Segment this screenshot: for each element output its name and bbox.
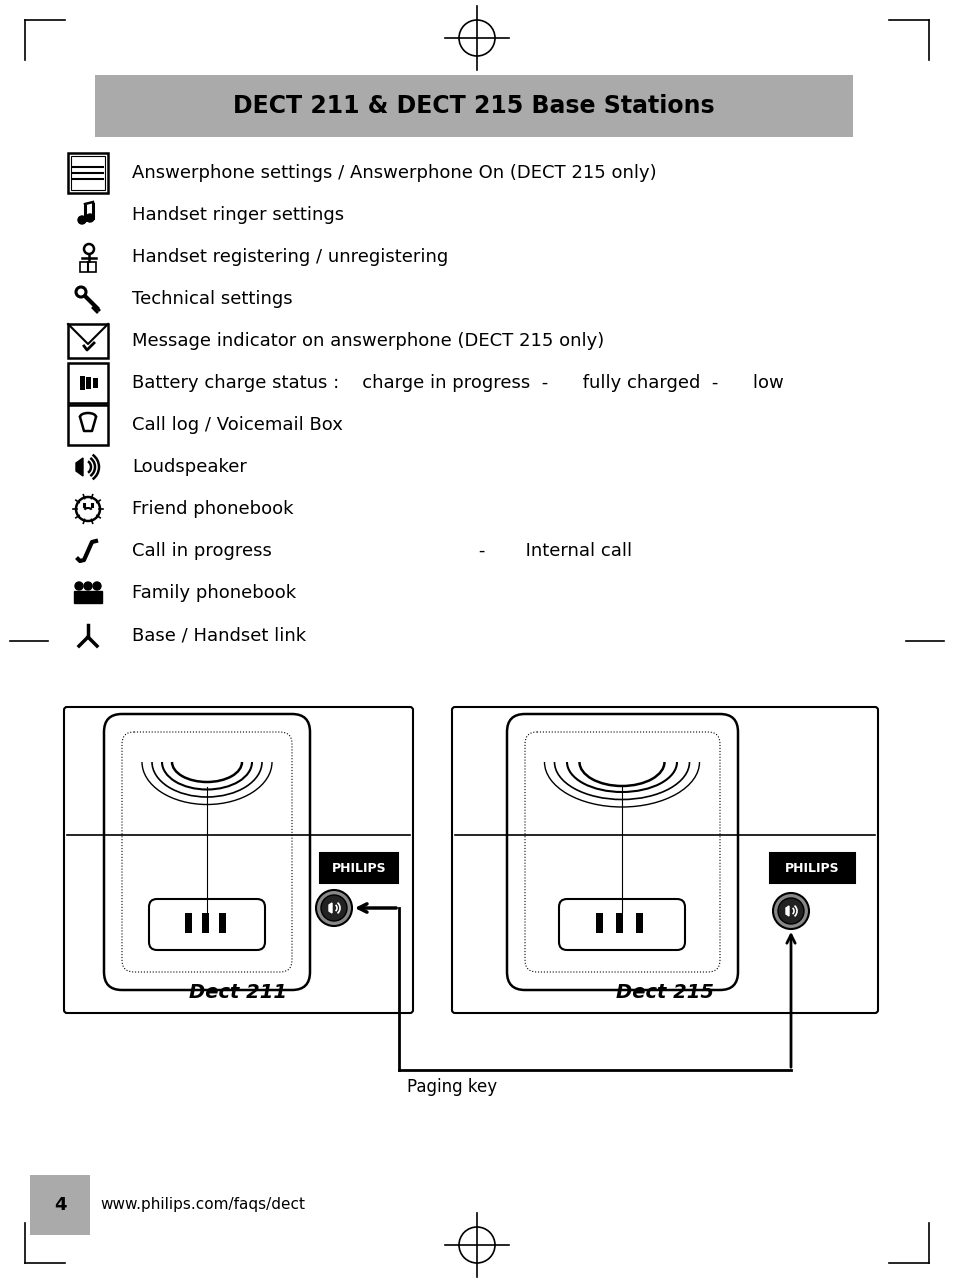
Text: Message indicator on answerphone (DECT 215 only): Message indicator on answerphone (DECT 2…: [132, 332, 603, 350]
Circle shape: [92, 582, 101, 590]
FancyBboxPatch shape: [202, 913, 209, 933]
Text: Technical settings: Technical settings: [132, 290, 293, 308]
Text: DECT 211 & DECT 215 Base Stations: DECT 211 & DECT 215 Base Stations: [233, 94, 714, 118]
Text: Call log / Voicemail Box: Call log / Voicemail Box: [132, 416, 342, 434]
Circle shape: [84, 582, 91, 590]
FancyBboxPatch shape: [80, 376, 85, 390]
Text: Dect 215: Dect 215: [616, 983, 713, 1002]
FancyBboxPatch shape: [86, 377, 91, 389]
Polygon shape: [329, 903, 332, 913]
Circle shape: [772, 893, 808, 929]
FancyBboxPatch shape: [71, 157, 105, 190]
Text: www.philips.com/faqs/dect: www.philips.com/faqs/dect: [100, 1197, 305, 1212]
Circle shape: [75, 582, 83, 590]
FancyBboxPatch shape: [452, 707, 877, 1014]
Text: Answerphone settings / Answerphone On (DECT 215 only): Answerphone settings / Answerphone On (D…: [132, 164, 656, 182]
Circle shape: [315, 890, 352, 926]
Text: Handset registering / unregistering: Handset registering / unregistering: [132, 248, 448, 266]
FancyBboxPatch shape: [219, 913, 226, 933]
FancyBboxPatch shape: [149, 899, 265, 949]
FancyBboxPatch shape: [92, 378, 98, 387]
Text: Family phonebook: Family phonebook: [132, 584, 295, 602]
FancyBboxPatch shape: [769, 853, 854, 883]
Circle shape: [320, 896, 347, 921]
Text: Call in progress                                    -       Internal call: Call in progress - Internal call: [132, 541, 632, 559]
Circle shape: [86, 214, 94, 222]
FancyBboxPatch shape: [68, 363, 108, 403]
FancyBboxPatch shape: [68, 325, 108, 358]
FancyBboxPatch shape: [68, 405, 108, 445]
FancyBboxPatch shape: [506, 715, 738, 990]
Text: PHILIPS: PHILIPS: [332, 861, 386, 875]
Text: PHILIPS: PHILIPS: [784, 861, 839, 875]
Polygon shape: [76, 458, 83, 476]
Text: Battery charge status :    charge in progress  -      fully charged  -      low: Battery charge status : charge in progre…: [132, 375, 783, 393]
Polygon shape: [785, 906, 788, 916]
Polygon shape: [74, 591, 102, 603]
FancyBboxPatch shape: [68, 153, 108, 192]
FancyBboxPatch shape: [596, 913, 602, 933]
Text: Paging key: Paging key: [407, 1078, 497, 1096]
Text: Dect 211: Dect 211: [189, 983, 287, 1002]
FancyBboxPatch shape: [80, 262, 96, 272]
Text: Handset ringer settings: Handset ringer settings: [132, 207, 344, 225]
FancyBboxPatch shape: [64, 707, 413, 1014]
Circle shape: [78, 216, 86, 225]
FancyBboxPatch shape: [104, 715, 310, 990]
FancyBboxPatch shape: [616, 913, 622, 933]
Text: Loudspeaker: Loudspeaker: [132, 458, 247, 476]
FancyBboxPatch shape: [95, 74, 852, 137]
Text: 4: 4: [53, 1196, 66, 1214]
FancyBboxPatch shape: [185, 913, 192, 933]
Text: Base / Handset link: Base / Handset link: [132, 626, 306, 644]
Text: Friend phonebook: Friend phonebook: [132, 500, 294, 518]
FancyBboxPatch shape: [319, 853, 397, 883]
FancyBboxPatch shape: [636, 913, 642, 933]
Circle shape: [778, 898, 803, 924]
FancyBboxPatch shape: [30, 1175, 90, 1236]
FancyBboxPatch shape: [558, 899, 684, 949]
